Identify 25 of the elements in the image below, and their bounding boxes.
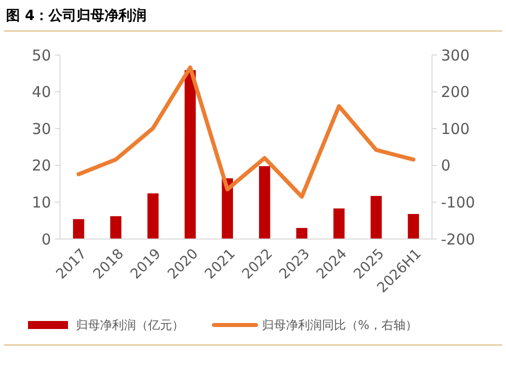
legend-label: 归母净利润（亿元） — [76, 318, 184, 332]
bar — [333, 208, 345, 239]
y-tick-label: 30 — [32, 120, 51, 138]
line-series — [76, 66, 416, 199]
legend-label: 归母净利润同比（%，右轴） — [262, 318, 418, 332]
chart-title: 图 4：公司归母净利润 — [6, 7, 147, 24]
bar — [296, 228, 308, 239]
bar — [147, 193, 159, 239]
y2-tick-label: 0 — [441, 156, 451, 175]
y2-tick-label: -200 — [441, 230, 476, 248]
y-tick-label: 20 — [32, 156, 51, 175]
y-tick-label: 50 — [32, 46, 51, 64]
y2-tick-label: 300 — [441, 46, 470, 64]
y-tick-label: 40 — [32, 83, 51, 102]
y-tick-label: 0 — [41, 230, 51, 248]
y-tick-label: 10 — [32, 193, 51, 212]
bar — [408, 214, 419, 239]
bar — [370, 196, 382, 239]
bar — [184, 70, 196, 239]
y2-tick-label: 100 — [441, 120, 470, 138]
y2-tick-label: 200 — [441, 83, 470, 102]
bar — [110, 216, 122, 239]
bar — [259, 166, 270, 239]
y2-tick-label: -100 — [441, 193, 476, 212]
bar — [73, 219, 84, 239]
